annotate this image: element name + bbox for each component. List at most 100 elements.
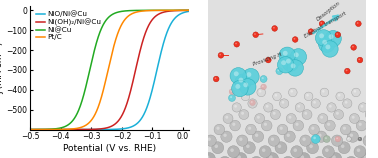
Circle shape (291, 146, 303, 158)
Circle shape (248, 127, 251, 130)
Circle shape (250, 101, 253, 104)
Circle shape (322, 40, 327, 45)
Circle shape (270, 110, 280, 119)
Circle shape (349, 113, 359, 124)
Circle shape (261, 84, 266, 90)
Circle shape (234, 105, 237, 108)
Circle shape (367, 92, 376, 101)
NiO/Ni@Cu (105, 128, 110, 130)
Circle shape (264, 123, 267, 126)
Circle shape (327, 103, 336, 112)
Circle shape (309, 144, 313, 148)
Circle shape (283, 51, 288, 56)
Circle shape (356, 120, 367, 131)
Pt/C (153, 9, 158, 11)
Circle shape (347, 137, 351, 141)
Ni@Cu (182, 9, 187, 11)
Circle shape (319, 21, 325, 27)
Circle shape (243, 94, 246, 97)
Circle shape (205, 135, 216, 146)
Circle shape (358, 137, 362, 141)
Circle shape (343, 99, 352, 108)
Circle shape (282, 55, 299, 71)
Circle shape (358, 58, 360, 60)
Circle shape (350, 134, 353, 137)
Circle shape (322, 90, 325, 93)
Circle shape (325, 137, 327, 139)
Circle shape (271, 137, 274, 141)
NiO/Ni@Cu (187, 10, 191, 12)
Circle shape (255, 113, 265, 124)
NiO/Ni@Cu (182, 11, 187, 13)
Circle shape (230, 68, 246, 84)
Circle shape (354, 146, 366, 158)
Circle shape (262, 148, 265, 152)
Circle shape (214, 124, 225, 135)
Circle shape (329, 152, 342, 158)
Circle shape (332, 155, 336, 158)
Circle shape (203, 152, 215, 158)
Circle shape (306, 94, 309, 97)
Circle shape (228, 146, 240, 158)
Circle shape (234, 41, 240, 47)
Text: Providing H: Providing H (253, 52, 283, 67)
Circle shape (241, 112, 244, 115)
Ni(OH)₂/Ni@Cu (105, 127, 110, 129)
Circle shape (287, 60, 304, 76)
Circle shape (278, 144, 281, 148)
Circle shape (287, 134, 290, 137)
Circle shape (369, 94, 372, 97)
Ni@Cu (36, 129, 40, 131)
Pt/C (101, 89, 105, 91)
Circle shape (295, 103, 305, 112)
Circle shape (311, 127, 314, 130)
Circle shape (232, 80, 248, 97)
Circle shape (215, 77, 216, 79)
Circle shape (230, 148, 234, 152)
Circle shape (237, 135, 248, 146)
Circle shape (272, 26, 277, 31)
Circle shape (277, 57, 294, 73)
Line: NiO/Ni@Cu: NiO/Ni@Cu (30, 11, 189, 130)
Circle shape (240, 79, 256, 95)
Circle shape (282, 101, 284, 104)
Circle shape (329, 105, 332, 108)
Ni@Cu (105, 18, 110, 19)
Circle shape (325, 148, 328, 152)
Circle shape (213, 76, 219, 82)
Circle shape (325, 120, 335, 131)
Circle shape (282, 156, 294, 158)
Circle shape (234, 152, 247, 158)
Circle shape (300, 135, 311, 146)
Circle shape (334, 137, 337, 141)
Circle shape (275, 94, 277, 97)
Circle shape (286, 113, 296, 124)
Circle shape (319, 33, 324, 38)
Circle shape (338, 142, 350, 154)
Ni(OH)₂/Ni@Cu (153, 16, 158, 18)
Circle shape (343, 127, 346, 130)
Circle shape (297, 105, 300, 108)
Circle shape (217, 127, 220, 130)
Ni@Cu (153, 9, 158, 11)
Ni(OH)₂/Ni@Cu (182, 9, 187, 11)
Circle shape (253, 131, 264, 142)
Circle shape (235, 74, 251, 90)
Circle shape (277, 69, 280, 71)
Circle shape (279, 47, 296, 64)
Circle shape (212, 142, 224, 154)
Pt/C (28, 129, 33, 131)
Circle shape (229, 94, 235, 101)
Circle shape (257, 88, 265, 97)
Circle shape (352, 46, 354, 48)
Circle shape (284, 131, 295, 142)
Circle shape (323, 136, 330, 143)
Circle shape (279, 99, 289, 108)
Circle shape (280, 127, 283, 130)
Ni(OH)₂/Ni@Cu (28, 129, 33, 131)
Circle shape (335, 136, 341, 142)
Ni(OH)₂/Ni@Cu (101, 128, 105, 130)
Circle shape (221, 131, 232, 142)
Legend: NiO/Ni@Cu, Ni(OH)₂/Ni@Cu, Ni@Cu, Pt/C: NiO/Ni@Cu, Ni(OH)₂/Ni@Cu, Ni@Cu, Pt/C (36, 10, 102, 41)
Circle shape (313, 101, 316, 104)
